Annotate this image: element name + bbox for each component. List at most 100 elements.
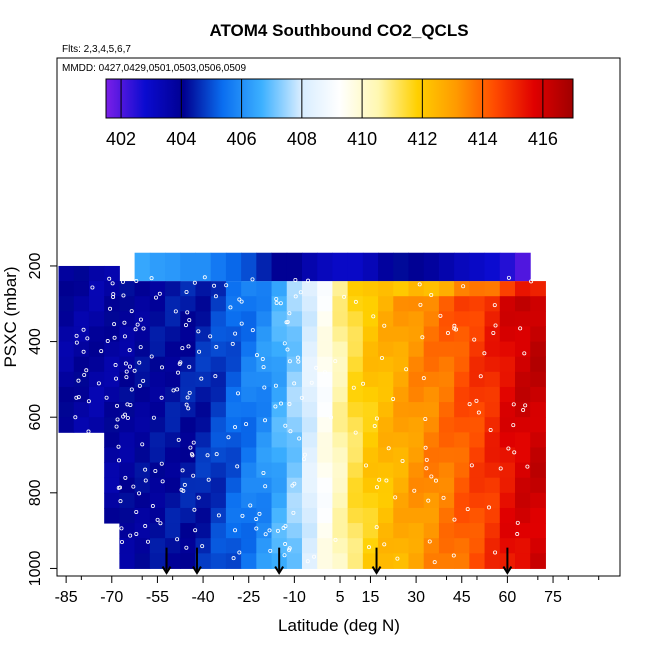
heatmap-cell <box>134 553 151 569</box>
heatmap-cell <box>286 553 303 569</box>
sample-point <box>85 336 90 341</box>
heatmap-cell <box>180 507 196 524</box>
heatmap-cell <box>454 447 470 464</box>
heatmap-cell <box>165 341 181 358</box>
sample-point <box>366 545 371 550</box>
colorbar-tick-label: 416 <box>528 129 558 149</box>
heatmap-cell <box>210 417 227 433</box>
heatmap-cell <box>530 523 546 539</box>
heatmap-cell <box>134 296 151 312</box>
sample-point <box>115 403 120 408</box>
sample-point <box>521 408 526 413</box>
heatmap-cell <box>195 462 212 479</box>
sample-point <box>137 383 142 388</box>
heatmap-cell <box>301 311 318 327</box>
heatmap-cell <box>362 492 379 509</box>
heatmap-cell <box>286 341 303 358</box>
heatmap-cell <box>347 492 364 509</box>
sample-point <box>124 375 129 380</box>
sample-point <box>74 556 79 561</box>
heatmap-cell <box>378 281 394 297</box>
heatmap-cell <box>484 311 501 327</box>
heatmap-cell <box>317 281 333 297</box>
heatmap-cell <box>515 477 531 494</box>
sample-point <box>86 399 91 404</box>
heatmap-cell <box>88 265 105 282</box>
heatmap-cell <box>408 341 425 358</box>
heatmap-cell-upper <box>195 252 212 282</box>
heatmap-cell <box>149 432 166 448</box>
heatmap-cell <box>210 281 227 297</box>
heatmap-cell <box>393 447 409 464</box>
sample-point <box>351 385 356 390</box>
sample-point <box>184 402 189 407</box>
sample-point <box>117 485 122 490</box>
heatmap-cell <box>73 356 90 373</box>
heatmap-cell <box>256 386 273 403</box>
heatmap-cell <box>469 432 486 448</box>
heatmap-cell <box>88 371 105 388</box>
x-tick-label: -25 <box>237 589 260 606</box>
heatmap-cell <box>499 386 516 403</box>
sample-point <box>231 556 236 561</box>
heatmap-cell <box>499 538 516 554</box>
heatmap-cell <box>454 553 470 569</box>
sample-point <box>149 276 154 281</box>
sample-point <box>123 475 128 480</box>
heatmap-cell <box>88 281 105 297</box>
flight-arrowhead <box>274 566 285 575</box>
heatmap-cell <box>241 462 257 479</box>
heatmap-cell <box>454 341 470 358</box>
heatmap-cell <box>149 462 166 479</box>
heatmap-cell <box>301 462 318 479</box>
heatmap-cell <box>438 492 455 509</box>
heatmap-cell <box>104 447 120 464</box>
sample-point <box>451 553 456 558</box>
sample-point <box>254 526 259 531</box>
heatmap-cell <box>408 507 425 524</box>
sample-point <box>237 550 242 555</box>
heatmap-cell <box>58 281 75 297</box>
heatmap-cell <box>499 492 516 509</box>
sample-point <box>518 326 523 331</box>
heatmap-cell <box>378 417 394 433</box>
heatmap-cell <box>530 341 546 358</box>
heatmap-cell <box>225 281 242 297</box>
heatmap-cell <box>165 402 181 418</box>
x-tick-label: -55 <box>146 589 169 606</box>
sample-point <box>322 370 327 375</box>
heatmap-cell <box>362 311 379 327</box>
heatmap-cell <box>104 341 120 358</box>
heatmap-cell <box>73 371 90 388</box>
sample-point <box>206 477 211 482</box>
sample-point <box>474 398 479 403</box>
heatmap-cell <box>499 311 516 327</box>
heatmap-cell <box>180 356 196 373</box>
heatmap-cell <box>438 447 455 464</box>
sample-point <box>298 290 303 295</box>
heatmap-cell <box>301 538 318 554</box>
heatmap-cell <box>119 281 136 297</box>
heatmap-cell <box>301 523 318 539</box>
heatmap-cell <box>271 417 288 433</box>
heatmap-cell <box>256 356 273 373</box>
sample-point <box>77 492 82 497</box>
sample-point <box>199 376 204 381</box>
sample-point <box>478 374 483 379</box>
heatmap-cell <box>362 371 379 388</box>
sample-point <box>216 513 221 518</box>
heatmap-cell <box>104 432 120 448</box>
sample-point <box>119 526 124 531</box>
heatmap-cell <box>271 538 288 554</box>
heatmap-cell <box>134 447 151 464</box>
heatmap-cell <box>484 432 501 448</box>
sample-point <box>287 547 292 552</box>
sample-point <box>254 516 259 521</box>
chart-title: ATOM4 Southbound CO2_QCLS <box>209 21 468 40</box>
heatmap-cell <box>149 341 166 358</box>
heatmap-cell <box>469 311 486 327</box>
heatmap-cell <box>119 417 136 433</box>
heatmap-cell <box>256 281 273 297</box>
heatmap-cell <box>271 402 288 418</box>
heatmap-cell <box>393 538 409 554</box>
